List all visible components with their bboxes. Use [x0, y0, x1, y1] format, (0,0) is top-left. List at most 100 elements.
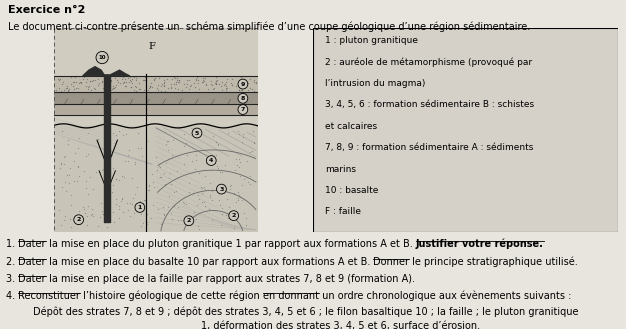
Point — [161, 160, 171, 165]
Point — [95, 214, 105, 219]
Point — [56, 222, 66, 227]
Point — [201, 82, 211, 88]
Point — [233, 197, 243, 202]
Point — [221, 213, 231, 218]
Point — [148, 185, 158, 190]
Point — [98, 212, 108, 217]
Point — [121, 132, 131, 137]
Point — [212, 78, 222, 83]
Point — [66, 192, 76, 197]
Point — [143, 87, 153, 92]
Text: l’histoire géologique de cette région: l’histoire géologique de cette région — [80, 291, 263, 301]
Point — [101, 202, 111, 207]
Point — [59, 162, 69, 167]
Point — [150, 75, 160, 81]
Point — [97, 78, 107, 84]
Point — [64, 180, 74, 185]
Point — [190, 209, 200, 215]
Point — [69, 87, 79, 92]
Point — [55, 76, 65, 82]
Point — [234, 88, 244, 93]
Point — [172, 77, 182, 82]
Point — [193, 78, 203, 83]
Point — [228, 211, 238, 216]
Point — [228, 225, 239, 231]
Point — [106, 78, 116, 84]
Point — [101, 89, 111, 94]
Point — [217, 206, 227, 211]
Point — [217, 83, 227, 89]
Point — [115, 216, 125, 221]
Point — [235, 194, 245, 200]
Point — [57, 128, 67, 134]
Point — [206, 79, 216, 84]
Point — [167, 211, 177, 216]
Point — [194, 170, 204, 175]
Point — [190, 81, 200, 86]
Point — [169, 202, 179, 208]
Point — [118, 209, 128, 215]
Point — [181, 84, 191, 89]
Point — [156, 221, 167, 227]
Point — [133, 146, 143, 151]
Point — [142, 221, 152, 227]
Point — [172, 75, 182, 81]
Point — [181, 140, 191, 145]
Point — [81, 83, 91, 88]
Point — [149, 76, 159, 81]
Point — [66, 225, 76, 230]
Point — [139, 77, 149, 83]
Point — [113, 79, 123, 84]
Point — [125, 214, 135, 219]
Circle shape — [135, 203, 145, 212]
Point — [86, 88, 96, 93]
Point — [62, 83, 72, 89]
Circle shape — [184, 216, 193, 226]
Point — [54, 208, 64, 213]
Point — [227, 82, 237, 87]
Point — [222, 86, 232, 91]
Point — [65, 217, 75, 222]
Point — [194, 196, 204, 201]
Point — [220, 82, 230, 87]
Point — [192, 203, 202, 208]
Point — [177, 88, 187, 93]
Point — [238, 134, 248, 139]
Text: 3.: 3. — [6, 274, 18, 284]
Point — [153, 206, 163, 212]
Point — [74, 135, 84, 140]
Point — [233, 132, 244, 137]
Point — [81, 213, 91, 218]
Point — [83, 131, 93, 136]
Point — [100, 211, 110, 216]
Point — [191, 158, 201, 163]
Point — [207, 189, 217, 194]
Point — [212, 163, 222, 168]
Point — [130, 192, 140, 197]
Circle shape — [74, 215, 83, 225]
Point — [100, 78, 110, 83]
Point — [208, 155, 218, 161]
Point — [117, 197, 127, 202]
Point — [215, 222, 225, 228]
Point — [143, 161, 153, 166]
Point — [117, 173, 127, 179]
Text: Donner: Donner — [374, 257, 409, 267]
Point — [169, 82, 179, 87]
Point — [210, 139, 220, 144]
Point — [193, 224, 203, 229]
Point — [173, 204, 183, 210]
Point — [169, 74, 179, 79]
Point — [193, 192, 203, 198]
Point — [205, 195, 215, 200]
Point — [144, 183, 154, 188]
Point — [97, 79, 107, 85]
Point — [179, 162, 189, 167]
Point — [148, 77, 158, 82]
Point — [85, 79, 95, 84]
Text: le principe stratigraphique utilisé.: le principe stratigraphique utilisé. — [409, 257, 578, 267]
Circle shape — [192, 128, 202, 138]
Point — [160, 212, 170, 217]
Point — [115, 177, 125, 182]
Point — [146, 215, 156, 220]
